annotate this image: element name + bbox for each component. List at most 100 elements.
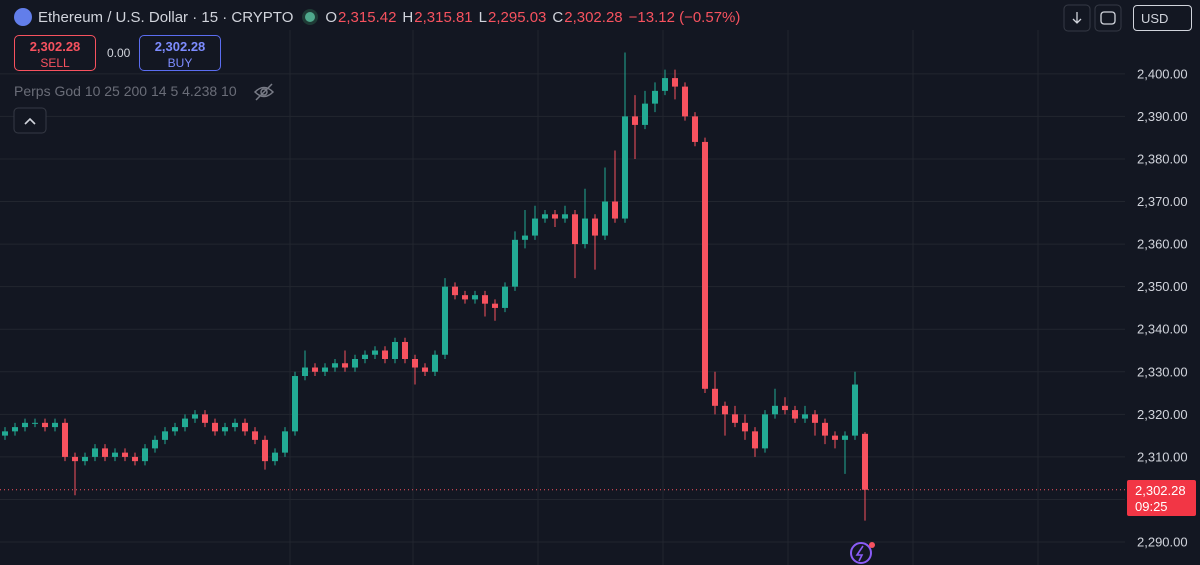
candle-body <box>202 414 208 423</box>
candle-body <box>502 286 508 308</box>
y-tick-label: 2,380.00 <box>1137 151 1188 166</box>
candle-body <box>832 435 838 440</box>
change: −13.12 (−0.57%) <box>628 8 741 26</box>
candle-body <box>392 341 398 360</box>
candle-body <box>542 214 548 219</box>
candle-body <box>682 86 688 117</box>
countdown: 09:25 <box>1135 499 1168 514</box>
candle-body <box>162 431 168 440</box>
last-price: 2,302.28 <box>1135 483 1186 498</box>
candle-body <box>702 141 708 389</box>
candle-body <box>552 214 558 219</box>
candle-body <box>32 422 38 424</box>
y-tick-label: 2,340.00 <box>1137 322 1188 337</box>
candle-body <box>22 422 28 428</box>
candle-body <box>642 103 648 125</box>
y-tick-label: 2,290.00 <box>1137 535 1188 550</box>
candle-body <box>722 405 728 415</box>
candle-body <box>732 414 738 423</box>
candle-body <box>352 359 358 368</box>
candle-body <box>62 422 68 457</box>
candle-body <box>522 235 528 240</box>
candle-body <box>292 376 298 432</box>
ohlc-value: 2,302.28 <box>564 8 623 26</box>
candle-body <box>2 431 8 436</box>
candle-body <box>182 418 188 428</box>
candle-body <box>342 363 348 368</box>
candle-body <box>742 422 748 432</box>
candle-body <box>402 341 408 360</box>
market-status <box>305 12 316 22</box>
candle-body <box>652 90 658 104</box>
buy-label: BUY <box>167 56 193 70</box>
spread: 0.00 <box>107 46 131 60</box>
currency-select[interactable]: USD <box>1133 5 1192 31</box>
candle-body <box>772 405 778 415</box>
candle-body <box>472 295 478 300</box>
candle-body <box>482 295 488 304</box>
indicator-legend[interactable]: Perps God 10 25 200 14 5 4.238 10 <box>14 83 237 99</box>
candle-body <box>862 433 868 490</box>
candle-body <box>172 427 178 432</box>
candle-body <box>462 295 468 300</box>
candle-body <box>422 367 428 372</box>
candle-body <box>572 214 578 245</box>
candle-body <box>332 363 338 368</box>
symbol[interactable]: Ethereum / U.S. Dollar · 15 · CRYPTO <box>38 8 294 26</box>
ohlc-key: O <box>325 8 338 26</box>
candle-body <box>102 448 108 457</box>
eth-icon <box>14 8 32 26</box>
candle-body <box>672 78 678 87</box>
candle-body <box>632 116 638 125</box>
candle-body <box>192 414 198 419</box>
candle-body <box>112 452 118 457</box>
candle-body <box>692 116 698 142</box>
candle-body <box>262 439 268 462</box>
y-tick-label: 2,310.00 <box>1137 449 1188 464</box>
candle-body <box>452 286 458 296</box>
ohlc-value: 2,295.03 <box>488 8 547 26</box>
ohlc-key: H <box>402 8 414 26</box>
price-grid <box>0 73 1125 543</box>
candle-body <box>492 303 498 308</box>
candle-body <box>592 218 598 236</box>
candle-body <box>372 350 378 355</box>
candle-body <box>582 218 588 245</box>
sell-button[interactable]: 2,302.28 SELL <box>14 35 96 71</box>
candle-body <box>812 414 818 423</box>
candle-body <box>562 214 568 219</box>
buy-button[interactable]: 2,302.28 BUY <box>139 35 221 71</box>
candle-body <box>12 427 18 432</box>
candle-body <box>312 367 318 372</box>
candle-body <box>762 414 768 449</box>
candle-body <box>792 410 798 419</box>
candle-body <box>132 456 138 462</box>
candle-body <box>512 239 518 287</box>
y-tick-label: 2,390.00 <box>1137 109 1188 124</box>
candle-body <box>432 354 438 372</box>
candle-body <box>712 388 718 406</box>
candle-body <box>152 439 158 449</box>
symbol-header: Ethereum / U.S. Dollar · 15 · CRYPTO O 2,… <box>0 5 746 29</box>
candle-body <box>532 218 538 236</box>
candle-body <box>212 422 218 432</box>
buy-price: 2,302.28 <box>154 39 206 54</box>
candle-body <box>252 431 258 440</box>
candle-body <box>52 422 58 428</box>
candle-body <box>802 414 808 419</box>
candle-body <box>272 452 278 462</box>
candle-body <box>92 448 98 457</box>
candle-body <box>232 422 238 428</box>
sell-label: SELL <box>40 56 70 70</box>
candle-body <box>72 456 78 462</box>
candle-body <box>662 78 668 91</box>
candle-body <box>852 384 858 436</box>
y-tick-label: 2,400.00 <box>1137 66 1188 81</box>
candle-body <box>382 350 388 360</box>
candle-body <box>142 448 148 462</box>
sell-price: 2,302.28 <box>29 39 81 54</box>
assistant-icon[interactable] <box>850 542 875 564</box>
candle-body <box>322 367 328 372</box>
